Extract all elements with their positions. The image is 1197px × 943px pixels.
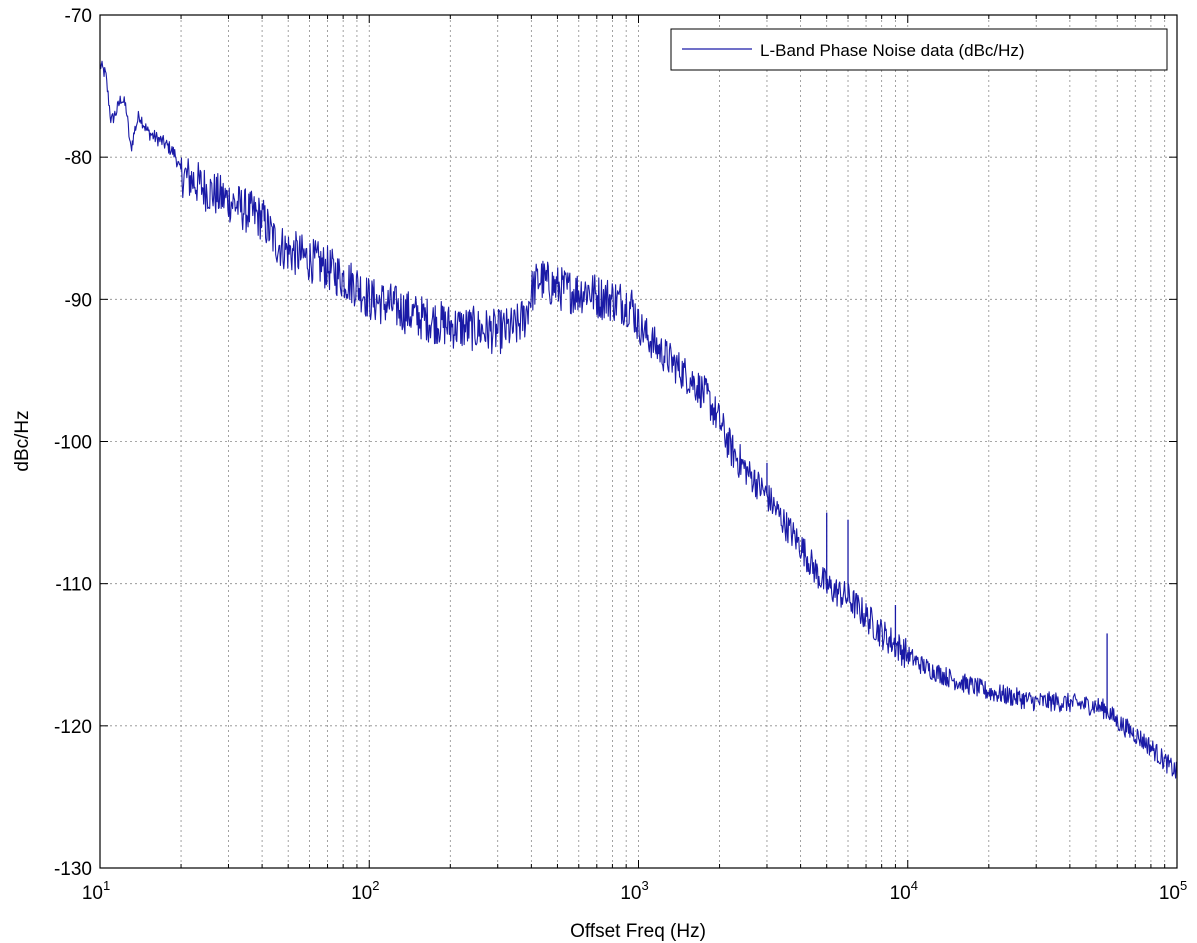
x-tick-exponent: 5	[1180, 878, 1187, 893]
x-tick-base: 10	[890, 883, 911, 904]
x-axis-title: Offset Freq (Hz)	[570, 921, 706, 942]
x-tick-label: 102	[351, 878, 379, 904]
tick-marks	[100, 14, 1177, 869]
legend: L-Band Phase Noise data (dBc/Hz)	[670, 28, 1168, 71]
legend-box	[670, 28, 1168, 71]
y-tick-label: -130	[54, 859, 92, 880]
x-tick-exponent: 2	[372, 878, 379, 893]
y-tick-label: -90	[65, 290, 92, 311]
y-tick-label: -120	[54, 717, 92, 738]
x-tick-exponent: 4	[911, 878, 918, 893]
x-tick-labels: 101 102 103 104 105	[82, 878, 1187, 904]
series-group	[99, 60, 1178, 779]
legend-label: L-Band Phase Noise data (dBc/Hz)	[760, 41, 1025, 60]
y-tick-label: -70	[65, 6, 92, 27]
x-tick-label: 104	[890, 878, 918, 904]
y-tick-label: -100	[54, 433, 92, 454]
x-tick-base: 10	[351, 883, 372, 904]
x-tick-base: 10	[1159, 883, 1180, 904]
x-tick-label: 103	[620, 878, 648, 904]
y-tick-label: -80	[65, 148, 92, 169]
x-tick-label: 101	[82, 878, 110, 904]
x-tick-exponent: 3	[641, 878, 648, 893]
x-tick-label: 105	[1159, 878, 1187, 904]
y-tick-labels: -70 -80 -90 -100 -110 -120 -130	[54, 6, 92, 880]
series-line-phase-noise	[99, 60, 1178, 779]
y-axis-title: dBc/Hz	[12, 410, 33, 471]
x-tick-base: 10	[82, 883, 103, 904]
grid-lines	[100, 15, 1177, 868]
x-tick-exponent: 1	[103, 878, 110, 893]
y-tick-label: -110	[55, 575, 92, 596]
plot-frame	[99, 14, 1178, 869]
x-tick-base: 10	[620, 883, 641, 904]
